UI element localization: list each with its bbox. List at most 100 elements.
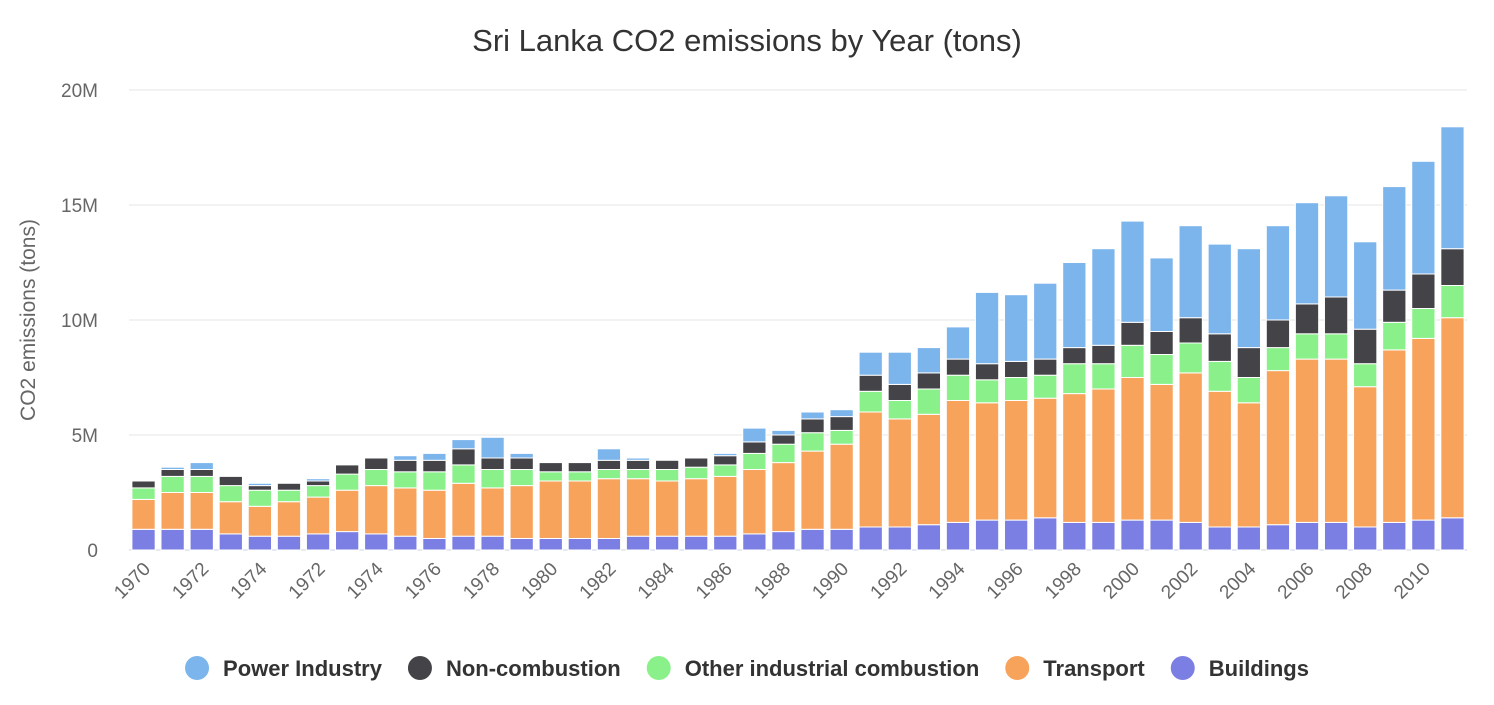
bar-segment-transport[interactable] <box>1149 383 1174 521</box>
bar-segment-other-industrial-combustion[interactable] <box>596 469 622 480</box>
bar-segment-transport[interactable] <box>916 413 942 526</box>
bar-segment-non-combustion[interactable] <box>1294 303 1320 335</box>
bar-segment-transport[interactable] <box>1411 337 1436 521</box>
bar-segment-other-industrial-combustion[interactable] <box>1062 363 1087 395</box>
bar-segment-transport[interactable] <box>567 480 592 539</box>
bar-segment-transport[interactable] <box>218 501 243 535</box>
bar-segment-non-combustion[interactable] <box>1323 296 1349 335</box>
bar-segment-power-industry[interactable] <box>1004 294 1029 362</box>
bar-segment-non-combustion[interactable] <box>829 416 854 431</box>
bar-segment-transport[interactable] <box>538 480 563 539</box>
bar-segment-buildings[interactable] <box>335 531 360 551</box>
bar-segment-buildings[interactable] <box>1033 517 1058 551</box>
bar-segment-transport[interactable] <box>451 482 476 537</box>
bar-segment-other-industrial-combustion[interactable] <box>480 469 505 489</box>
bar-segment-transport[interactable] <box>1382 349 1407 523</box>
legend-item[interactable]: Power Industry <box>185 656 383 681</box>
bar-segment-transport[interactable] <box>1207 390 1232 528</box>
bar-segment-power-industry[interactable] <box>945 326 971 360</box>
bar-segment-buildings[interactable] <box>1411 519 1436 551</box>
bar-segment-non-combustion[interactable] <box>567 462 592 473</box>
bar-segment-buildings[interactable] <box>945 521 971 551</box>
bar-segment-other-industrial-combustion[interactable] <box>1265 347 1291 372</box>
bar-segment-transport[interactable] <box>1091 388 1116 523</box>
bar-segment-non-combustion[interactable] <box>1149 331 1174 355</box>
legend-item[interactable]: Transport <box>1005 656 1145 681</box>
bar-segment-other-industrial-combustion[interactable] <box>218 485 243 503</box>
bar-segment-buildings[interactable] <box>189 528 214 551</box>
bar-segment-buildings[interactable] <box>713 535 738 551</box>
bar-segment-transport[interactable] <box>596 478 622 540</box>
bar-segment-transport[interactable] <box>829 443 854 530</box>
bar-segment-buildings[interactable] <box>974 519 1000 551</box>
bar-segment-non-combustion[interactable] <box>1207 333 1232 362</box>
bar-segment-transport[interactable] <box>1062 393 1087 523</box>
bar-segment-transport[interactable] <box>858 411 883 528</box>
bar-segment-non-combustion[interactable] <box>218 475 243 487</box>
bar-segment-transport[interactable] <box>1236 402 1261 528</box>
bar-segment-power-industry[interactable] <box>1265 225 1291 321</box>
bar-segment-non-combustion[interactable] <box>451 448 476 466</box>
bar-segment-non-combustion[interactable] <box>1004 360 1029 378</box>
bar-segment-other-industrial-combustion[interactable] <box>364 469 389 487</box>
bar-segment-buildings[interactable] <box>1120 519 1145 551</box>
bar-segment-buildings[interactable] <box>1207 526 1232 551</box>
bar-segment-non-combustion[interactable] <box>713 455 738 466</box>
bar-segment-non-combustion[interactable] <box>1062 347 1087 365</box>
bar-segment-non-combustion[interactable] <box>916 372 942 390</box>
bar-segment-other-industrial-combustion[interactable] <box>1004 377 1029 401</box>
bar-segment-buildings[interactable] <box>887 526 912 551</box>
bar-segment-non-combustion[interactable] <box>1382 289 1407 323</box>
bar-segment-power-industry[interactable] <box>1091 248 1116 346</box>
bar-segment-buildings[interactable] <box>1178 521 1203 551</box>
bar-segment-other-industrial-combustion[interactable] <box>625 469 651 480</box>
bar-segment-transport[interactable] <box>1178 372 1203 523</box>
bar-segment-other-industrial-combustion[interactable] <box>1120 344 1145 378</box>
bar-segment-non-combustion[interactable] <box>742 441 767 454</box>
bar-segment-non-combustion[interactable] <box>1091 344 1116 365</box>
bar-segment-power-industry[interactable] <box>742 427 767 443</box>
bar-segment-non-combustion[interactable] <box>1440 248 1465 286</box>
bar-segment-transport[interactable] <box>305 496 331 535</box>
bar-segment-non-combustion[interactable] <box>160 469 185 477</box>
bar-segment-non-combustion[interactable] <box>654 459 680 470</box>
bar-segment-transport[interactable] <box>974 402 1000 521</box>
bar-segment-transport[interactable] <box>393 487 418 537</box>
bar-segment-other-industrial-combustion[interactable] <box>422 471 447 491</box>
bar-segment-buildings[interactable] <box>654 535 680 551</box>
bar-segment-power-industry[interactable] <box>1294 202 1320 305</box>
bar-segment-non-combustion[interactable] <box>625 459 651 470</box>
bar-segment-power-industry[interactable] <box>887 351 912 385</box>
bar-segment-buildings[interactable] <box>1265 524 1291 551</box>
bar-segment-other-industrial-combustion[interactable] <box>1091 363 1116 390</box>
bar-segment-transport[interactable] <box>887 418 912 528</box>
bar-segment-buildings[interactable] <box>1091 521 1116 551</box>
bar-segment-power-industry[interactable] <box>1207 243 1232 335</box>
bar-segment-non-combustion[interactable] <box>945 358 971 376</box>
bar-segment-power-industry[interactable] <box>974 291 1000 365</box>
bar-segment-transport[interactable] <box>771 462 796 533</box>
bar-segment-non-combustion[interactable] <box>800 418 825 434</box>
bar-segment-other-industrial-combustion[interactable] <box>771 443 796 464</box>
bar-segment-non-combustion[interactable] <box>131 480 156 489</box>
bar-segment-transport[interactable] <box>1004 400 1029 521</box>
bar-segment-non-combustion[interactable] <box>276 482 302 491</box>
bar-segment-other-industrial-combustion[interactable] <box>742 452 767 470</box>
bar-segment-non-combustion[interactable] <box>1178 317 1203 344</box>
bar-segment-power-industry[interactable] <box>800 411 825 420</box>
bar-segment-transport[interactable] <box>742 469 767 535</box>
bar-segment-power-industry[interactable] <box>1120 220 1145 323</box>
bar-segment-non-combustion[interactable] <box>247 485 273 491</box>
bar-segment-power-industry[interactable] <box>1382 186 1407 291</box>
bar-segment-buildings[interactable] <box>800 528 825 551</box>
bar-segment-power-industry[interactable] <box>771 429 796 436</box>
bar-segment-buildings[interactable] <box>276 535 302 551</box>
bar-segment-buildings[interactable] <box>742 533 767 551</box>
bar-segment-buildings[interactable] <box>567 538 592 551</box>
bar-segment-buildings[interactable] <box>131 528 156 551</box>
bar-segment-buildings[interactable] <box>364 533 389 551</box>
bar-segment-non-combustion[interactable] <box>1353 328 1378 365</box>
bar-segment-other-industrial-combustion[interactable] <box>451 464 476 484</box>
bar-segment-buildings[interactable] <box>480 535 505 551</box>
bar-segment-buildings[interactable] <box>1236 526 1261 551</box>
